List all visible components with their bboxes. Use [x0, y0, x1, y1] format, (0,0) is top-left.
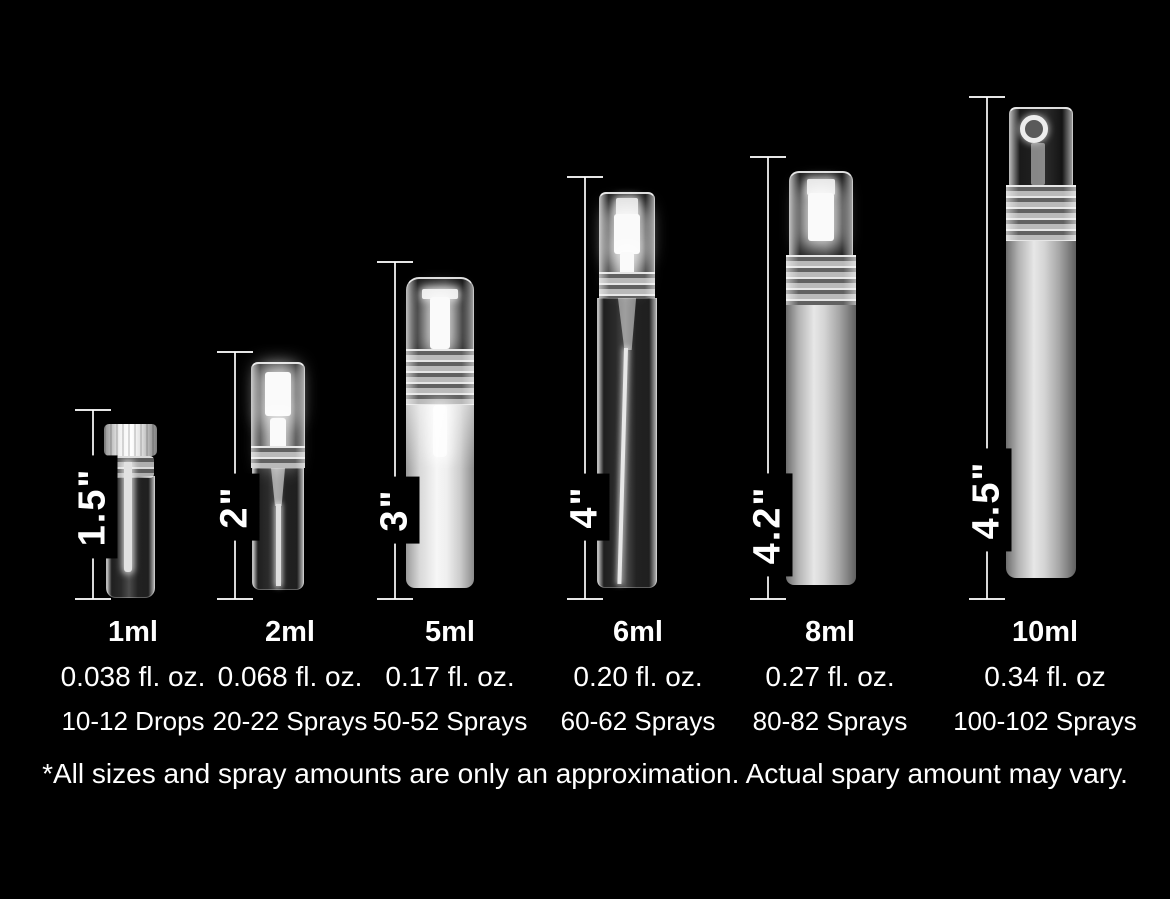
sprayer-collar: [251, 446, 305, 468]
bottle-body: [1006, 241, 1076, 578]
sprays-label: 50-52 Sprays: [372, 706, 528, 736]
sprayer-stem: [1031, 143, 1045, 185]
floz-label: 0.17 fl. oz.: [385, 661, 515, 692]
height-label: 1.5": [68, 455, 118, 559]
sprayer-collar: [1006, 185, 1076, 241]
dip-tube: [276, 504, 281, 586]
actuator-bar: [422, 289, 458, 299]
measure-tick-bottom: [377, 598, 413, 600]
bottle-body: [786, 305, 856, 585]
size-label: 5ml: [425, 616, 475, 648]
measurement-line-8ml: 4.2": [743, 156, 793, 600]
measure-tick-bottom: [969, 598, 1005, 600]
measurement-line-5ml: 3": [370, 261, 420, 600]
sprays-label: 10-12 Drops: [61, 706, 205, 736]
size-label: 10ml: [1011, 616, 1079, 648]
size-label: 8ml: [805, 616, 855, 648]
applicator-rod: [124, 462, 132, 572]
height-label: 4": [560, 473, 610, 541]
sprayer-collar: [599, 272, 655, 298]
height-label-wrap: 1.5": [68, 455, 118, 559]
measurement-line-10ml: 4.5": [962, 96, 1012, 600]
disclaimer-text: *All sizes and spray amounts are only an…: [42, 758, 1128, 789]
height-label-wrap: 4": [560, 473, 610, 541]
measure-tick-bottom: [567, 598, 603, 600]
bottle-10ml-labels: 10ml 0.34 fl. oz 100-102 Sprays: [925, 616, 1165, 736]
measure-line: [767, 157, 769, 599]
bottle-2ml-photo: [251, 362, 305, 590]
sprays-label: 100-102 Sprays: [953, 706, 1137, 736]
bottle-2ml-labels: 2ml 0.068 fl. oz. 20-22 Sprays: [170, 616, 410, 736]
nozzle-ring: [1020, 115, 1048, 143]
bottle-10ml-photo: [1006, 107, 1076, 578]
floz-label: 0.34 fl. oz: [984, 661, 1106, 692]
bottle-8ml-photo: [786, 171, 856, 585]
actuator-head: [616, 198, 638, 216]
sprays-label: 20-22 Sprays: [212, 706, 368, 736]
measure-tick-bottom: [75, 598, 111, 600]
height-label-wrap: 3": [370, 476, 420, 544]
measure-line: [394, 262, 396, 599]
actuator-head: [807, 179, 835, 195]
bottle-1ml-labels: 1ml 0.038 fl. oz. 10-12 Drops: [13, 616, 253, 736]
sprayer-stem: [430, 297, 450, 349]
measurement-line-2ml: 2": [210, 351, 260, 600]
sprayer-actuator: [808, 193, 834, 241]
measure-tick-bottom: [217, 598, 253, 600]
bottle-6ml-labels: 6ml 0.20 fl. oz. 60-62 Sprays: [518, 616, 758, 736]
size-label: 6ml: [613, 616, 663, 648]
height-label: 4.2": [743, 473, 793, 577]
measurement-line-1ml: 1.5": [68, 409, 118, 600]
bottle-6ml-photo: [597, 192, 657, 588]
measure-line: [584, 177, 586, 599]
height-label-wrap: 4.5": [962, 448, 1012, 552]
measure-line: [986, 97, 988, 599]
bottle-5ml-labels: 5ml 0.17 fl. oz. 50-52 Sprays: [330, 616, 570, 736]
floz-label: 0.20 fl. oz.: [573, 661, 703, 692]
height-label: 3": [370, 476, 420, 544]
size-label: 2ml: [265, 616, 315, 648]
measure-tick-bottom: [750, 598, 786, 600]
height-label: 4.5": [962, 448, 1012, 552]
sprayer-taper: [271, 468, 285, 506]
sprayer-collar: [406, 349, 474, 405]
sprays-label: 80-82 Sprays: [752, 706, 908, 736]
height-label-wrap: 4.2": [743, 473, 793, 577]
floz-label: 0.27 fl. oz.: [765, 661, 895, 692]
sprayer-collar: [786, 255, 856, 305]
bottle-cap: [104, 424, 157, 456]
sprays-label: 60-62 Sprays: [560, 706, 716, 736]
height-label-wrap: 2": [210, 473, 260, 541]
size-label: 1ml: [108, 616, 158, 648]
floz-label: 0.038 fl. oz.: [60, 661, 206, 692]
floz-label: 0.068 fl. oz.: [217, 661, 363, 692]
inner-stem-glow: [433, 405, 447, 457]
height-label: 2": [210, 473, 260, 541]
sprayer-actuator: [614, 214, 640, 254]
bottle-8ml-labels: 8ml 0.27 fl. oz. 80-82 Sprays: [710, 616, 950, 736]
sprayer-actuator: [265, 372, 291, 416]
measurement-line-6ml: 4": [560, 176, 610, 600]
